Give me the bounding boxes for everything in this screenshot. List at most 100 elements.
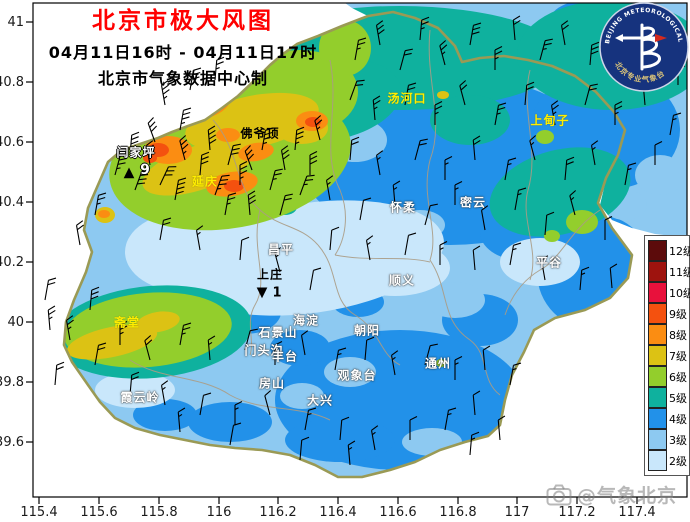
legend-label: 8级 xyxy=(669,328,687,342)
wind-barb xyxy=(404,82,417,106)
wind-barb xyxy=(604,216,613,240)
wind-barb xyxy=(497,415,506,441)
contour-blob-level-2 xyxy=(500,238,580,286)
wind-barb xyxy=(54,361,65,386)
legend-label: 3级 xyxy=(669,433,687,447)
legend-label: 10级 xyxy=(669,286,690,300)
vane-arrow-tail xyxy=(615,34,623,42)
wind-barb xyxy=(274,341,283,365)
wind-barb xyxy=(334,347,347,371)
vane-arrow-tip xyxy=(655,34,667,42)
wind-barb xyxy=(147,117,158,143)
wind-barb xyxy=(269,168,283,191)
contour-blob-level-2 xyxy=(340,240,450,296)
wind-barb xyxy=(325,175,334,201)
legend-row: 10级 xyxy=(648,281,690,303)
wind-barb xyxy=(179,322,192,346)
wind-barb xyxy=(65,315,74,341)
wind-barb xyxy=(145,140,155,166)
wind-barb xyxy=(304,407,317,431)
legend-row: 6级 xyxy=(648,365,688,387)
wind-barb xyxy=(244,328,258,351)
wind-barb xyxy=(669,112,682,136)
legend-swatch xyxy=(648,239,667,261)
wind-barb xyxy=(512,15,521,41)
contour-blob-level-6 xyxy=(536,130,554,144)
wind-barb xyxy=(354,37,367,61)
wind-barb xyxy=(189,67,202,91)
wind-barb xyxy=(414,138,428,161)
legend-swatch xyxy=(648,407,667,429)
wind-barb xyxy=(199,151,210,176)
legend-row: 4级 xyxy=(648,407,688,429)
contour-blob-level-2 xyxy=(95,372,175,408)
wind-barb xyxy=(550,100,559,126)
contour-blob-level-7 xyxy=(437,91,449,99)
wind-barb xyxy=(509,242,522,266)
wind-barb xyxy=(439,40,448,66)
legend-row: 5级 xyxy=(648,386,688,408)
wind-barb xyxy=(564,156,575,181)
x-tick-label: 116.8 xyxy=(439,505,476,520)
wind-barb xyxy=(314,115,323,141)
wind-barb xyxy=(274,247,282,273)
y-tick-label: 40.6 xyxy=(0,135,24,150)
y-axis-ticks: 41 40.8 40.6 40.4 40.2 40 39.8 39.6 xyxy=(0,15,33,450)
wind-barb xyxy=(129,131,140,156)
wind-barb xyxy=(227,143,241,166)
wind-barb xyxy=(207,125,217,151)
wind-barb xyxy=(434,101,443,125)
wind-barb xyxy=(514,187,527,211)
wind-barb xyxy=(199,392,212,416)
wind-barb xyxy=(144,335,153,361)
wind-barb xyxy=(569,190,577,216)
wind-barb xyxy=(624,162,637,186)
legend-label: 7级 xyxy=(669,349,687,363)
x-tick-label: 117.4 xyxy=(618,505,655,520)
legend-swatch xyxy=(648,428,667,450)
wind-barb xyxy=(347,440,356,466)
contour-blob-level-8 xyxy=(216,128,240,142)
wind-barb xyxy=(224,192,237,216)
y-tick-label: 40.2 xyxy=(0,255,24,270)
wind-barb xyxy=(404,232,417,256)
legend-swatch xyxy=(648,344,667,366)
wind-barb xyxy=(424,343,438,366)
contour-blob-level-6 xyxy=(544,230,560,242)
wind-barb xyxy=(160,80,170,106)
contour-blob-level-3 xyxy=(425,282,485,318)
wind-barb xyxy=(444,156,453,180)
legend-label: 5级 xyxy=(669,391,687,405)
wind-barb xyxy=(179,107,192,131)
legend-swatch xyxy=(648,323,667,345)
legend-swatch xyxy=(648,386,667,408)
agency-logo: BEIJING METEOROLOGICAL SERVICE 北京专业气象台 xyxy=(598,1,689,92)
wind-scale-legend: 12级 11级 10级 9级 8级 7级 6级 5级 4级 3级 2级 xyxy=(644,235,690,476)
wind-barb xyxy=(214,174,230,196)
legend-row: 12级 xyxy=(648,239,690,261)
wind-barb xyxy=(207,335,216,361)
wind-barb xyxy=(424,203,438,226)
y-tick-label: 40.4 xyxy=(0,195,24,210)
wind-barb xyxy=(375,150,384,176)
wind-barb xyxy=(229,422,242,446)
legend-label: 11级 xyxy=(669,265,690,279)
wind-barb xyxy=(472,390,481,416)
contour-blob-level-7 xyxy=(142,140,254,196)
wind-barb xyxy=(540,255,549,281)
contour-blob-level-5 xyxy=(489,147,631,237)
x-tick-label: 116.6 xyxy=(379,505,416,520)
legend-row: 11级 xyxy=(648,260,690,282)
contour-blob-level-6 xyxy=(319,20,371,76)
wind-barb xyxy=(174,177,187,201)
wind-barb xyxy=(504,157,517,181)
wind-barb xyxy=(47,305,56,331)
map-plot-area xyxy=(44,3,687,479)
wind-barb xyxy=(159,217,172,241)
legend-label: 6级 xyxy=(669,370,687,384)
wind-barb xyxy=(494,102,507,126)
contour-blob-level-6 xyxy=(566,210,598,234)
x-tick-label: 117 xyxy=(505,505,530,520)
wind-barb xyxy=(444,407,457,431)
